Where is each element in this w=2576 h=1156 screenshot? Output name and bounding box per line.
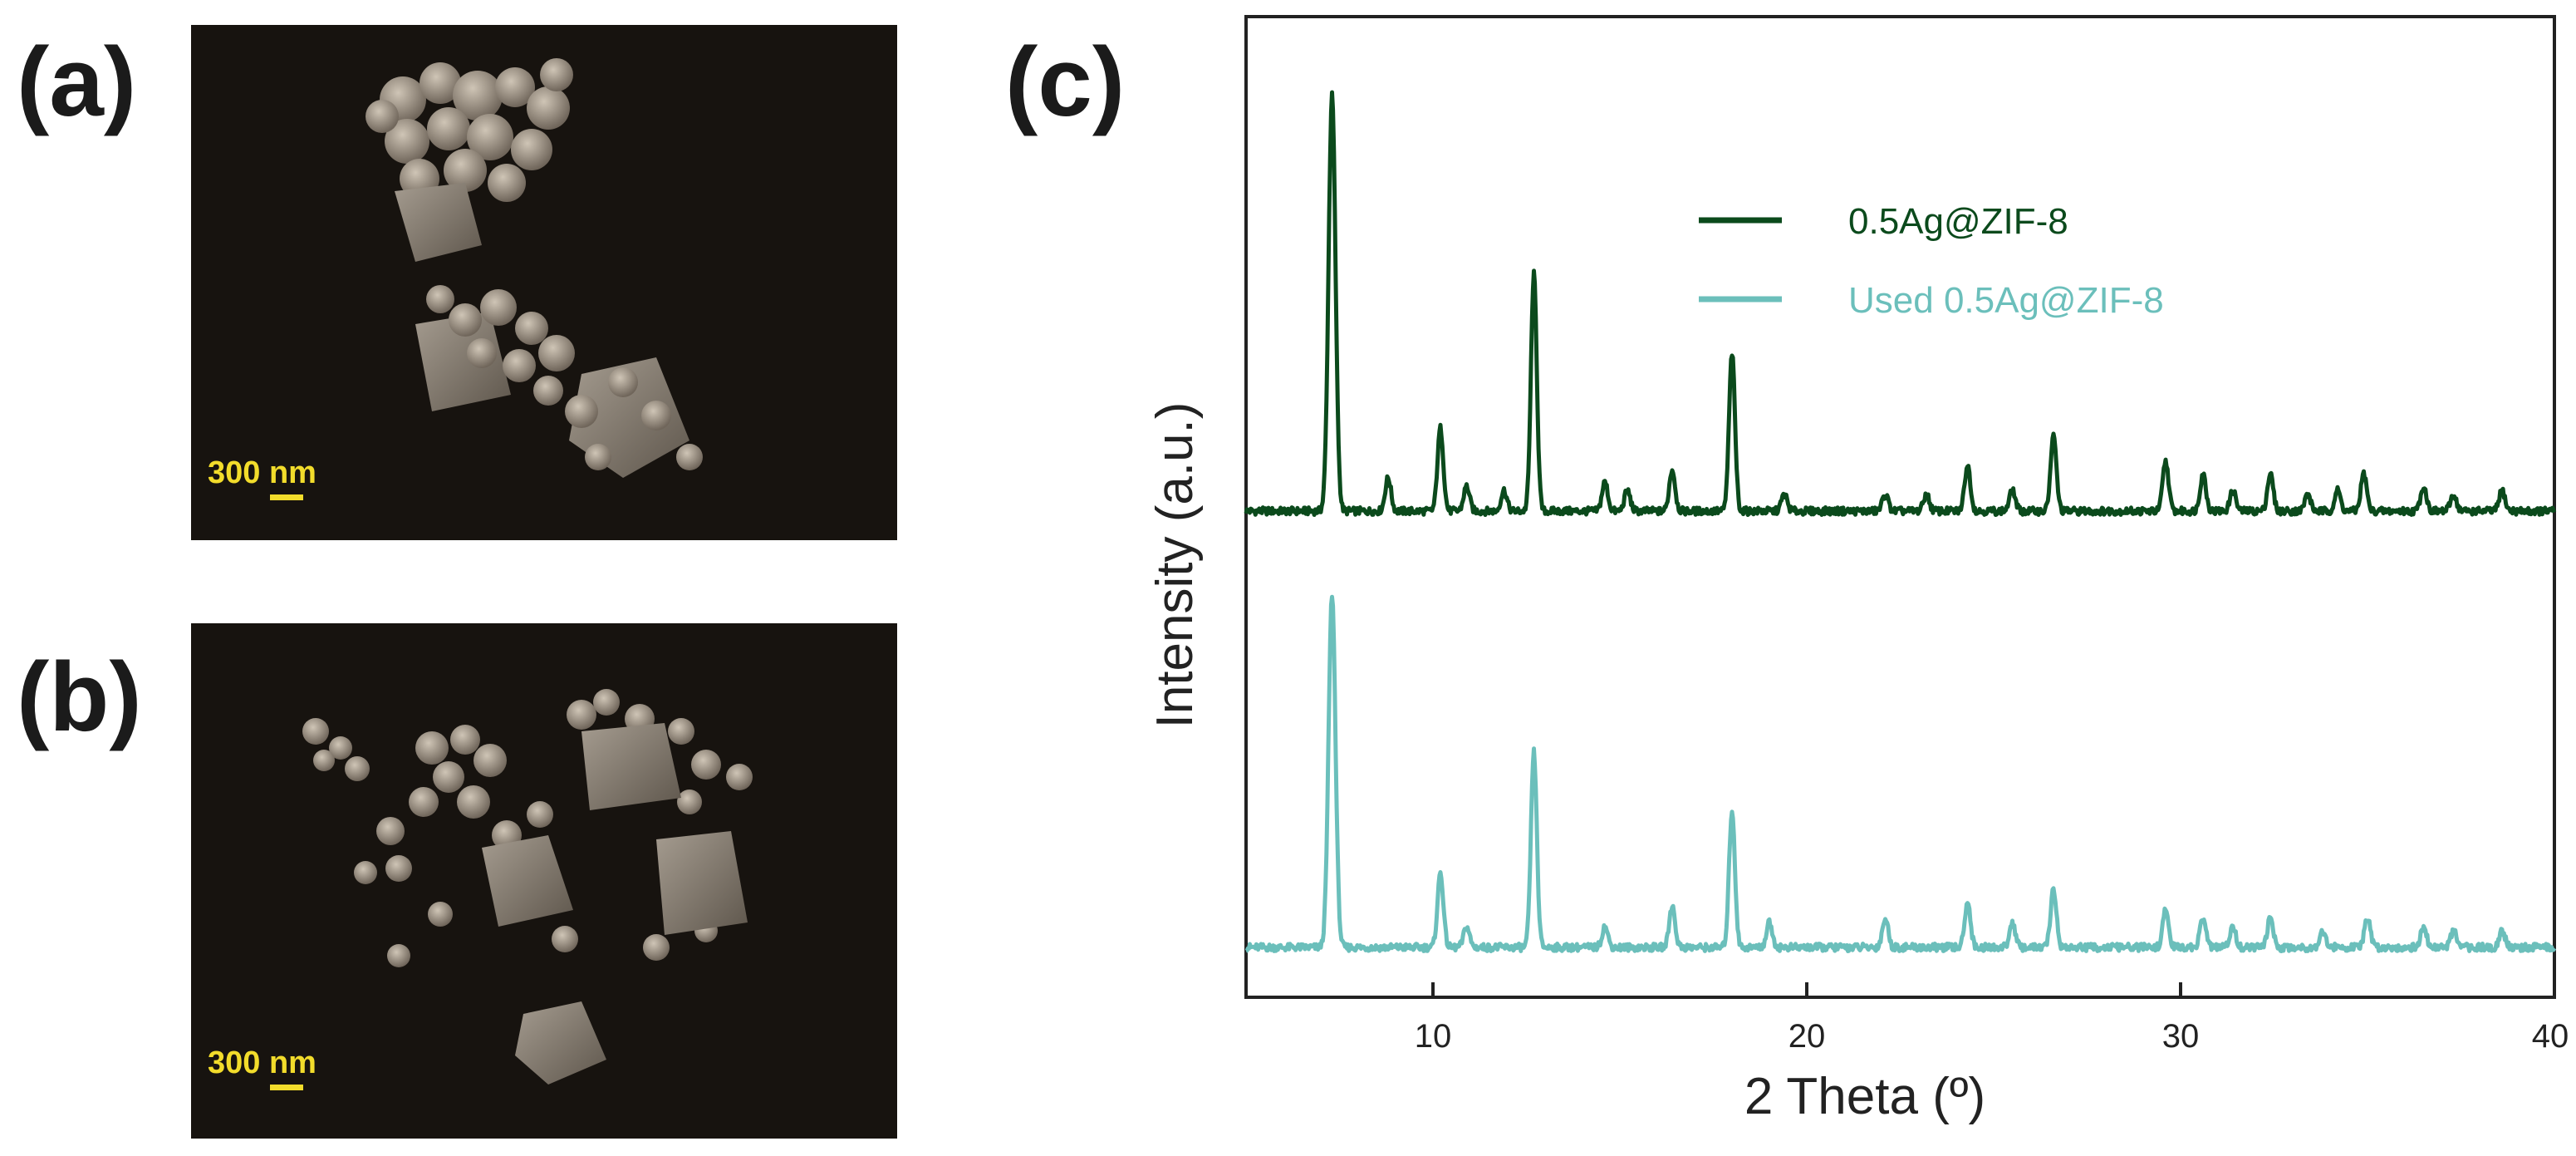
legend-label: Used 0.5Ag@ZIF-8 bbox=[1848, 280, 2164, 321]
scale-bar-a bbox=[270, 494, 303, 500]
x-axis-ticks: 10 20 30 40 bbox=[1415, 982, 2569, 1055]
x-tick-label: 40 bbox=[2532, 1018, 2569, 1055]
x-axis-label: 2 Theta (º) bbox=[1744, 1068, 1985, 1125]
sem-particles-a bbox=[366, 58, 703, 478]
legend: 0.5Ag@ZIF-8 Used 0.5Ag@ZIF-8 bbox=[1699, 201, 2164, 321]
x-tick-label: 20 bbox=[1788, 1018, 1826, 1055]
x-tick-label: 30 bbox=[2162, 1018, 2200, 1055]
sem-image-a: 300 nm bbox=[191, 25, 897, 540]
sem-particles-b bbox=[302, 689, 753, 1085]
series-line-used bbox=[1244, 594, 2557, 953]
panel-label-c: (c) bbox=[1005, 27, 1126, 137]
x-tick-label: 10 bbox=[1415, 1018, 1452, 1055]
series-line-fresh bbox=[1244, 90, 2557, 517]
legend-label: 0.5Ag@ZIF-8 bbox=[1848, 201, 2068, 242]
scale-bar-label-a: 300 nm bbox=[208, 455, 316, 490]
scale-bar-b bbox=[270, 1085, 303, 1090]
scale-bar-label-b: 300 nm bbox=[208, 1045, 316, 1080]
panel-label-b: (b) bbox=[17, 642, 142, 752]
y-axis-label: Intensity (a.u.) bbox=[1146, 402, 1204, 729]
series-layer bbox=[1244, 90, 2557, 953]
panel-label-a: (a) bbox=[17, 27, 137, 137]
sem-image-b: 300 nm bbox=[191, 623, 897, 1139]
